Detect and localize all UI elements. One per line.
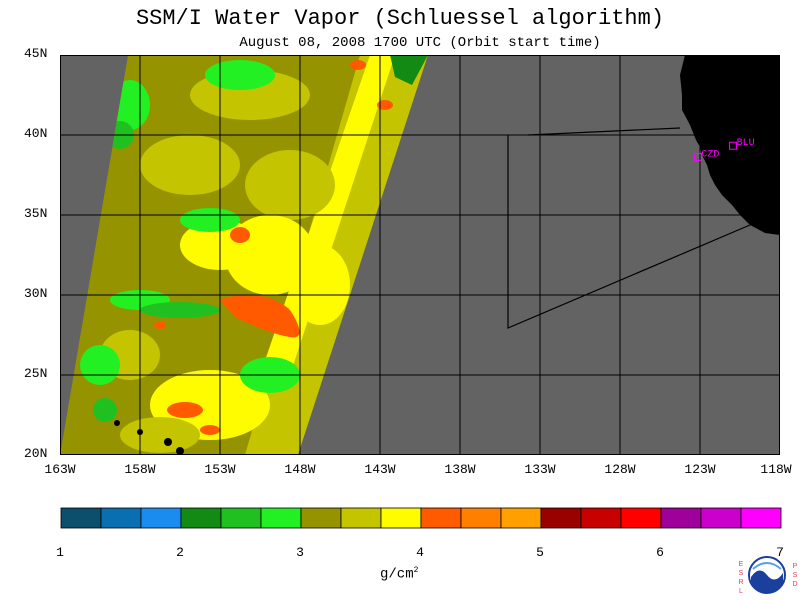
lon-label: 123W [684,462,716,477]
colorbar-tick: 2 [176,545,184,560]
lat-label: 40N [24,126,48,141]
station-label: CZD [701,149,719,160]
lon-label: 153W [204,462,236,477]
colorbar-swatch [620,507,662,529]
colorbar-swatch [540,507,582,529]
colorbar [60,507,782,529]
lon-label: 148W [284,462,316,477]
colorbar-swatch [740,507,782,529]
noaa-logo [748,556,786,594]
colorbar-swatch [220,507,262,529]
colorbar-swatch [140,507,182,529]
lon-label: 128W [604,462,636,477]
colorbar-tick: 4 [416,545,424,560]
map-frame [60,55,780,455]
colorbar-swatch [100,507,142,529]
map-title: SSM/I Water Vapor (Schluessel algorithm) [135,6,665,31]
colorbar-tick: 6 [656,545,664,560]
lat-lon-grid [60,55,780,455]
colorbar-swatch [700,507,742,529]
colorbar-swatch [500,507,542,529]
lat-label: 45N [24,46,48,61]
colorbar-tick: 5 [536,545,544,560]
colorbar-swatch [580,507,622,529]
station-markers: CZD BLU [693,138,755,161]
colorbar-unit: g/cm2 [380,566,419,583]
colorbar-swatch [460,507,502,529]
colorbar-swatch [300,507,342,529]
flight-track-north [527,127,681,136]
colorbar-swatch [380,507,422,529]
colorbar-swatch [60,507,102,529]
colorbar-tick: 3 [296,545,304,560]
lon-label: 143W [364,462,396,477]
colorbar-tick: 7 [776,545,784,560]
colorbar-swatch [180,507,222,529]
lon-label: 118W [760,462,792,477]
lon-label: 133W [524,462,556,477]
lon-label: 163W [44,462,76,477]
colorbar-swatch [660,507,702,529]
water-vapor-map: CZD BLU [60,55,780,455]
lat-label: 25N [24,366,48,381]
colorbar-swatch [420,507,462,529]
station-label: BLU [737,138,755,149]
map-subtitle: August 08, 2008 1700 UTC (Orbit start ti… [239,35,601,51]
colorbar-tick: 1 [56,545,64,560]
lon-label: 138W [444,462,476,477]
lat-label: 30N [24,286,48,301]
station-marker [729,141,738,150]
colorbar-swatch [260,507,302,529]
flight-track [507,135,751,329]
colorbar-swatch [340,507,382,529]
lat-label: 20N [24,446,48,461]
station-marker [693,152,702,161]
lat-label: 35N [24,206,48,221]
lon-label: 158W [124,462,156,477]
